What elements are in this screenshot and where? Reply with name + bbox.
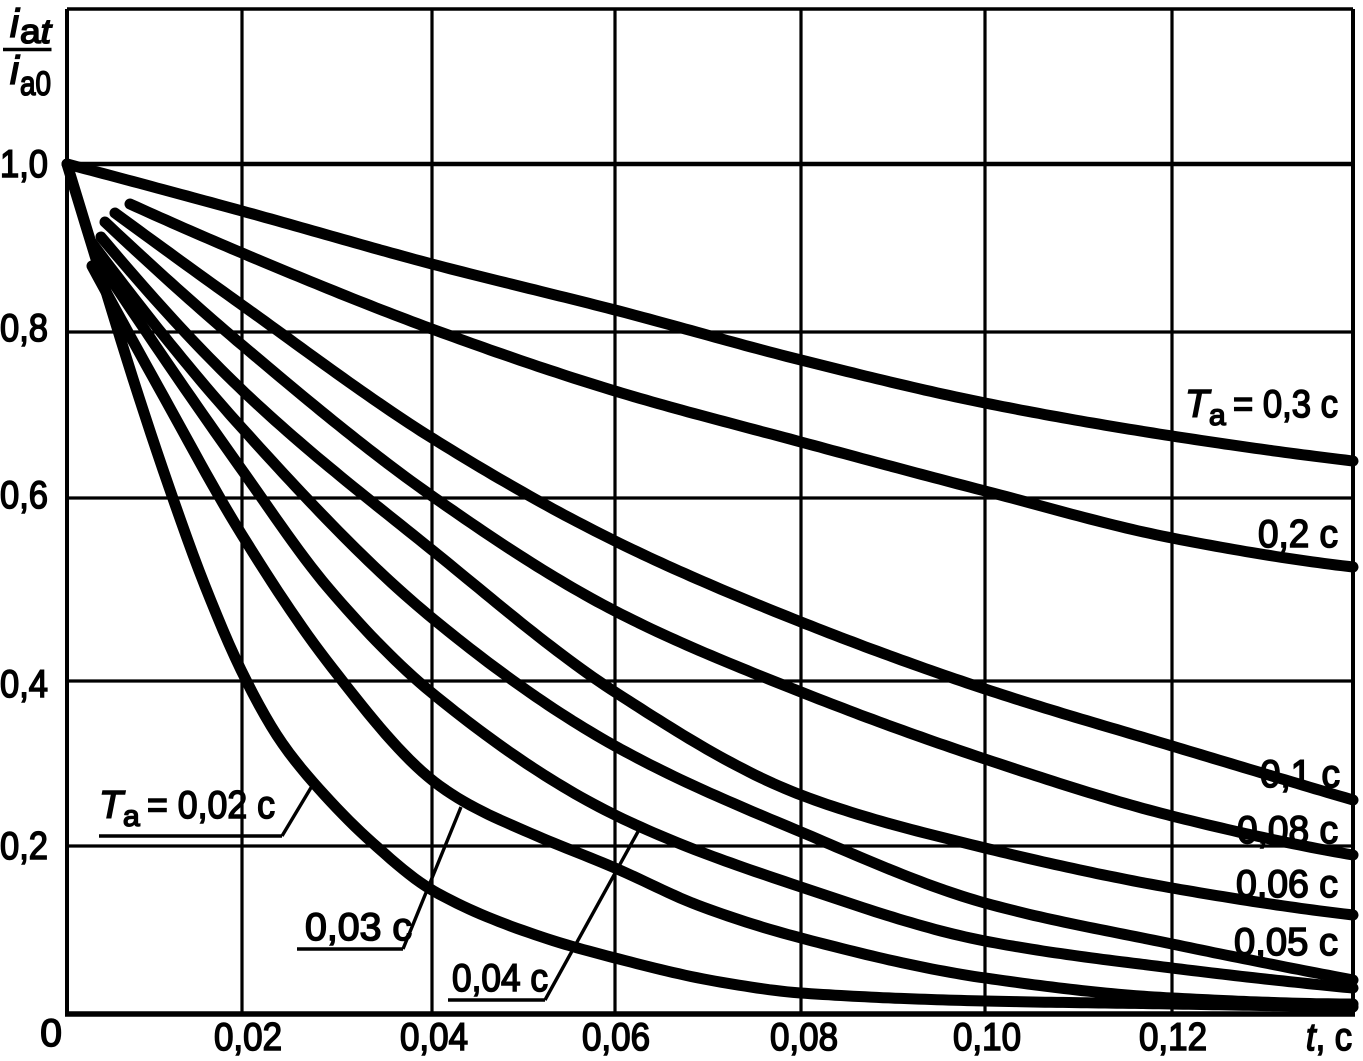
svg-text:a: a — [123, 800, 140, 833]
svg-text:= 0,02 c: = 0,02 c — [147, 784, 275, 827]
svg-text:0,8: 0,8 — [0, 307, 48, 350]
svg-text:0,04 c: 0,04 c — [452, 957, 548, 1000]
svg-text:a0: a0 — [20, 65, 51, 103]
svg-text:0,04: 0,04 — [400, 1016, 468, 1059]
svg-text:i: i — [10, 2, 20, 46]
svg-text:0,08: 0,08 — [770, 1016, 838, 1059]
svg-text:0,1 c: 0,1 c — [1260, 753, 1340, 796]
svg-text:0,2: 0,2 — [0, 825, 48, 868]
svg-text:at: at — [20, 13, 53, 51]
svg-text:0,05 c: 0,05 c — [1234, 921, 1338, 964]
svg-text:0,10: 0,10 — [953, 1016, 1021, 1059]
svg-text:0,12: 0,12 — [1139, 1016, 1207, 1059]
svg-text:0: 0 — [40, 1012, 62, 1055]
svg-text:a: a — [1209, 399, 1226, 432]
svg-text:0,03 c: 0,03 c — [305, 906, 412, 949]
svg-text:T: T — [99, 784, 126, 827]
svg-text:0,4: 0,4 — [0, 663, 48, 706]
svg-text:t, c: t, c — [1306, 1016, 1352, 1059]
svg-text:0,02: 0,02 — [214, 1016, 282, 1059]
svg-text:0,06: 0,06 — [582, 1016, 650, 1059]
svg-text:0,2 c: 0,2 c — [1258, 513, 1338, 556]
svg-text:0,6: 0,6 — [0, 474, 48, 517]
svg-text:T: T — [1185, 383, 1212, 426]
svg-text:0,08 c: 0,08 c — [1237, 809, 1338, 852]
svg-text:0,06 c: 0,06 c — [1236, 863, 1338, 906]
svg-text:= 0,3 c: = 0,3 c — [1233, 383, 1338, 426]
svg-text:1,0: 1,0 — [0, 143, 48, 186]
svg-text:i: i — [10, 49, 20, 93]
